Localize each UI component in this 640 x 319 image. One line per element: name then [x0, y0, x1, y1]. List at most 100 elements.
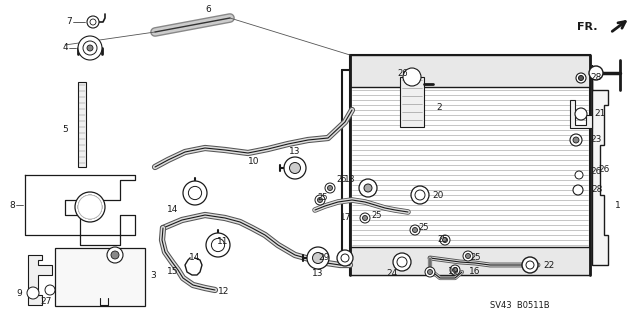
- Bar: [55, 248, 145, 306]
- Circle shape: [411, 186, 429, 204]
- Text: 7: 7: [67, 18, 72, 26]
- Circle shape: [83, 41, 97, 55]
- Circle shape: [364, 184, 372, 192]
- Circle shape: [183, 181, 207, 205]
- Text: 28: 28: [591, 186, 602, 195]
- Circle shape: [284, 157, 306, 179]
- Polygon shape: [592, 65, 608, 265]
- Circle shape: [442, 238, 447, 242]
- Text: 18: 18: [344, 175, 355, 184]
- Text: 21: 21: [594, 109, 605, 118]
- Text: 25: 25: [371, 211, 381, 219]
- Circle shape: [575, 108, 587, 120]
- Circle shape: [522, 257, 538, 273]
- Text: 25: 25: [336, 175, 346, 184]
- Circle shape: [440, 235, 450, 245]
- Circle shape: [341, 254, 349, 262]
- Circle shape: [289, 162, 301, 174]
- Circle shape: [573, 137, 579, 143]
- Circle shape: [410, 225, 420, 235]
- Text: 14: 14: [189, 254, 200, 263]
- Text: 8: 8: [9, 201, 15, 210]
- Text: 19: 19: [448, 268, 460, 277]
- Text: 12: 12: [218, 287, 229, 296]
- Circle shape: [415, 190, 425, 200]
- Text: 13: 13: [289, 147, 301, 157]
- Text: FR.: FR.: [577, 22, 597, 32]
- Circle shape: [312, 253, 323, 263]
- Circle shape: [526, 261, 534, 269]
- Circle shape: [78, 195, 102, 219]
- Text: 15: 15: [166, 268, 178, 277]
- Bar: [78, 82, 86, 167]
- Circle shape: [211, 238, 225, 252]
- Text: 17: 17: [340, 213, 351, 222]
- Bar: [350, 247, 590, 275]
- Circle shape: [75, 192, 105, 222]
- Circle shape: [397, 257, 407, 267]
- Circle shape: [403, 68, 421, 86]
- Text: 9: 9: [16, 288, 22, 298]
- Circle shape: [78, 195, 102, 219]
- Circle shape: [90, 19, 96, 25]
- Text: 23: 23: [590, 136, 602, 145]
- Text: 25: 25: [470, 254, 481, 263]
- Circle shape: [393, 253, 411, 271]
- Text: 27: 27: [40, 298, 51, 307]
- Text: 24: 24: [387, 270, 397, 278]
- Circle shape: [78, 195, 102, 219]
- Text: 26: 26: [598, 166, 610, 174]
- Bar: [400, 77, 424, 127]
- Circle shape: [425, 267, 435, 277]
- Text: 25: 25: [418, 224, 429, 233]
- Text: 10: 10: [248, 158, 259, 167]
- Circle shape: [576, 73, 586, 83]
- Circle shape: [111, 251, 119, 259]
- Polygon shape: [570, 100, 592, 128]
- Circle shape: [465, 254, 470, 258]
- Circle shape: [452, 268, 458, 272]
- Text: 26: 26: [590, 167, 602, 176]
- Text: 20: 20: [432, 190, 444, 199]
- Circle shape: [82, 199, 98, 215]
- Circle shape: [78, 36, 102, 60]
- Bar: [350, 55, 590, 87]
- Text: 26: 26: [397, 70, 408, 78]
- Text: SV43  B0511B: SV43 B0511B: [490, 300, 550, 309]
- Text: 2: 2: [436, 102, 442, 112]
- Text: 11: 11: [216, 238, 228, 247]
- Circle shape: [359, 179, 377, 197]
- Text: 3: 3: [150, 271, 156, 279]
- Circle shape: [27, 287, 39, 299]
- Text: 1: 1: [615, 201, 621, 210]
- Text: 6: 6: [205, 5, 211, 14]
- Circle shape: [328, 186, 333, 190]
- Circle shape: [307, 247, 329, 269]
- Circle shape: [87, 16, 99, 28]
- Circle shape: [579, 76, 584, 80]
- Text: 13: 13: [312, 270, 324, 278]
- Circle shape: [570, 134, 582, 146]
- Text: 14: 14: [166, 205, 178, 214]
- Text: 4: 4: [62, 43, 68, 53]
- Polygon shape: [28, 255, 52, 305]
- Circle shape: [463, 251, 473, 261]
- Circle shape: [325, 183, 335, 193]
- Circle shape: [107, 247, 123, 263]
- Circle shape: [337, 250, 353, 266]
- Text: 22: 22: [543, 261, 554, 270]
- Circle shape: [315, 195, 325, 205]
- Text: 25: 25: [317, 194, 328, 203]
- Circle shape: [573, 185, 583, 195]
- Circle shape: [575, 171, 583, 179]
- Text: 29: 29: [319, 254, 330, 263]
- Circle shape: [362, 216, 367, 220]
- Text: 5: 5: [62, 125, 68, 135]
- Text: 25: 25: [438, 235, 448, 244]
- Circle shape: [78, 195, 102, 219]
- Circle shape: [450, 265, 460, 275]
- Bar: [350, 55, 590, 275]
- Circle shape: [206, 233, 230, 257]
- Text: 28: 28: [590, 73, 602, 83]
- Circle shape: [78, 195, 102, 219]
